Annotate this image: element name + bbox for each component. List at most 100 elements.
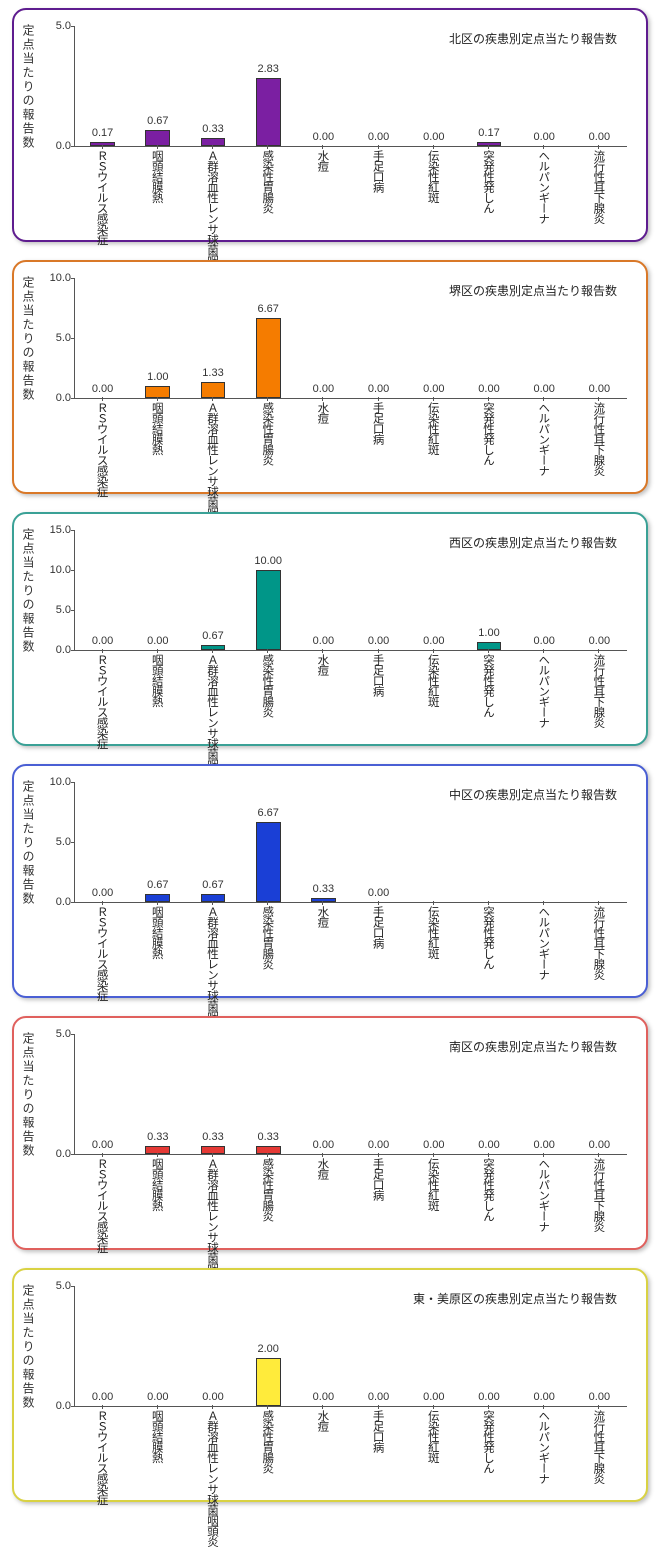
x-category-label: 感染性胃腸炎 bbox=[259, 906, 275, 969]
y-tick-label: 5.0 bbox=[56, 1028, 71, 1040]
bar-value-label: 0.00 bbox=[92, 887, 113, 899]
bar-value-label: 0.67 bbox=[147, 115, 168, 127]
x-category-label: 咽頭結膜熱 bbox=[149, 654, 165, 707]
bar-value-label: 2.00 bbox=[257, 1343, 278, 1355]
x-category-label: 手足口病 bbox=[370, 1410, 386, 1452]
x-category-label: 突発性発しん bbox=[480, 402, 496, 465]
x-category-label: 水痘 bbox=[314, 654, 330, 675]
y-tick-label: 10.0 bbox=[50, 272, 71, 284]
bar-value-label: 0.67 bbox=[147, 879, 168, 891]
bar-value-label: 0.00 bbox=[368, 383, 389, 395]
bar-value-label: 0.00 bbox=[92, 383, 113, 395]
bar-value-label: 0.00 bbox=[478, 383, 499, 395]
bar-value-label: 0.00 bbox=[92, 635, 113, 647]
x-category-label: 流行性耳下腺炎 bbox=[590, 150, 606, 224]
bar-value-label: 1.00 bbox=[478, 627, 499, 639]
bar bbox=[256, 318, 281, 398]
x-category-label: ヘルパンギーナ bbox=[535, 1410, 551, 1484]
x-category-label: 手足口病 bbox=[370, 654, 386, 696]
chart-panel: 定点当たりの報告数東・美原区の疾患別定点当たり報告数0.05.00.000.00… bbox=[12, 1268, 648, 1502]
bar bbox=[256, 78, 281, 146]
x-category-label: ＲＳウイルス感染症 bbox=[94, 150, 110, 245]
bar-value-label: 0.00 bbox=[423, 1391, 444, 1403]
x-category-label: 手足口病 bbox=[370, 150, 386, 192]
bar-value-label: 0.00 bbox=[589, 1139, 610, 1151]
x-category-label: 伝染性紅斑 bbox=[425, 906, 441, 959]
bar-value-label: 0.00 bbox=[313, 383, 334, 395]
bar-value-label: 0.00 bbox=[313, 635, 334, 647]
bar-value-label: 0.00 bbox=[423, 1139, 444, 1151]
plot-area: 中区の疾患別定点当たり報告数0.05.010.00.000.670.676.67… bbox=[74, 782, 627, 903]
x-category-label: 伝染性紅斑 bbox=[425, 1158, 441, 1211]
bar-value-label: 0.00 bbox=[368, 131, 389, 143]
y-axis-label: 定点当たりの報告数 bbox=[20, 24, 37, 150]
y-axis-label: 定点当たりの報告数 bbox=[20, 276, 37, 402]
x-category-label: 伝染性紅斑 bbox=[425, 654, 441, 707]
bar-value-label: 0.00 bbox=[533, 635, 554, 647]
x-category-label: 流行性耳下腺炎 bbox=[590, 654, 606, 728]
bar-value-label: 0.17 bbox=[92, 127, 113, 139]
bar-value-label: 0.33 bbox=[257, 1131, 278, 1143]
x-category-label: 水痘 bbox=[314, 150, 330, 171]
bar-value-label: 0.33 bbox=[202, 123, 223, 135]
y-tick-label: 15.0 bbox=[50, 524, 71, 536]
x-category-label: 手足口病 bbox=[370, 402, 386, 444]
bar-value-label: 0.00 bbox=[533, 1391, 554, 1403]
x-category-label: 突発性発しん bbox=[480, 906, 496, 969]
bar-value-label: 0.00 bbox=[423, 383, 444, 395]
bar-value-label: 10.00 bbox=[254, 555, 282, 567]
bar-value-label: 6.67 bbox=[257, 303, 278, 315]
x-category-label: 水痘 bbox=[314, 1158, 330, 1179]
x-category-label: 突発性発しん bbox=[480, 1410, 496, 1473]
chart-panel: 定点当たりの報告数西区の疾患別定点当たり報告数0.05.010.015.00.0… bbox=[12, 512, 648, 746]
plot-area: 北区の疾患別定点当たり報告数0.05.00.170.670.332.830.00… bbox=[74, 26, 627, 147]
x-category-label: ＲＳウイルス感染症 bbox=[94, 1158, 110, 1253]
bar-value-label: 0.00 bbox=[368, 887, 389, 899]
x-category-label: 水痘 bbox=[314, 402, 330, 423]
bar-value-label: 0.00 bbox=[202, 1391, 223, 1403]
bar-value-label: 0.67 bbox=[202, 630, 223, 642]
y-tick-label: 0.0 bbox=[56, 1148, 71, 1160]
chart-panel: 定点当たりの報告数北区の疾患別定点当たり報告数0.05.00.170.670.3… bbox=[12, 8, 648, 242]
bar-value-label: 0.00 bbox=[368, 1139, 389, 1151]
x-category-label: ヘルパンギーナ bbox=[535, 654, 551, 728]
x-category-label: 感染性胃腸炎 bbox=[259, 1410, 275, 1473]
bar bbox=[256, 570, 281, 650]
bar-value-label: 0.00 bbox=[423, 635, 444, 647]
y-tick-label: 5.0 bbox=[56, 604, 71, 616]
bar-value-label: 0.00 bbox=[589, 383, 610, 395]
x-category-label: 感染性胃腸炎 bbox=[259, 402, 275, 465]
x-category-label: 咽頭結膜熱 bbox=[149, 1158, 165, 1211]
x-category-label: 流行性耳下腺炎 bbox=[590, 1158, 606, 1232]
bar-value-label: 0.00 bbox=[368, 635, 389, 647]
bar-value-label: 0.00 bbox=[313, 1139, 334, 1151]
y-axis-label: 定点当たりの報告数 bbox=[20, 1032, 37, 1158]
bar-value-label: 0.00 bbox=[147, 635, 168, 647]
chart-panel: 定点当たりの報告数南区の疾患別定点当たり報告数0.05.00.000.330.3… bbox=[12, 1016, 648, 1250]
y-axis-label: 定点当たりの報告数 bbox=[20, 1284, 37, 1410]
y-tick-label: 0.0 bbox=[56, 644, 71, 656]
x-category-label: 感染性胃腸炎 bbox=[259, 150, 275, 213]
plot-area: 東・美原区の疾患別定点当たり報告数0.05.00.000.000.002.000… bbox=[74, 1286, 627, 1407]
x-category-label: 手足口病 bbox=[370, 1158, 386, 1200]
x-category-label: ＲＳウイルス感染症 bbox=[94, 402, 110, 497]
x-category-label: ＲＳウイルス感染症 bbox=[94, 906, 110, 1001]
bar-value-label: 0.00 bbox=[589, 1391, 610, 1403]
x-category-label: ＲＳウイルス感染症 bbox=[94, 654, 110, 749]
bar-value-label: 1.00 bbox=[147, 371, 168, 383]
x-category-label: 伝染性紅斑 bbox=[425, 1410, 441, 1463]
y-tick-label: 5.0 bbox=[56, 20, 71, 32]
x-category-label: 咽頭結膜熱 bbox=[149, 1410, 165, 1463]
y-tick-label: 10.0 bbox=[50, 564, 71, 576]
x-category-label: ヘルパンギーナ bbox=[535, 402, 551, 476]
bar-value-label: 0.00 bbox=[478, 1391, 499, 1403]
bar-value-label: 0.33 bbox=[313, 883, 334, 895]
bar-value-label: 0.00 bbox=[313, 131, 334, 143]
y-tick-label: 0.0 bbox=[56, 140, 71, 152]
x-category-label: ＲＳウイルス感染症 bbox=[94, 1410, 110, 1505]
bar-value-label: 2.83 bbox=[257, 63, 278, 75]
bar-value-label: 0.00 bbox=[589, 131, 610, 143]
x-category-label: 突発性発しん bbox=[480, 654, 496, 717]
bar-value-label: 0.33 bbox=[147, 1131, 168, 1143]
plot-area: 南区の疾患別定点当たり報告数0.05.00.000.330.330.330.00… bbox=[74, 1034, 627, 1155]
